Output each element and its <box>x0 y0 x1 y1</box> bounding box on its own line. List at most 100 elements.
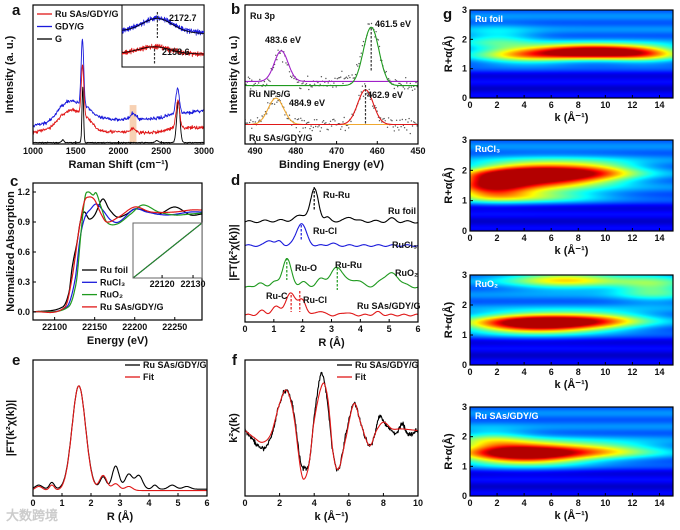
x-axis-label: R (Å) <box>318 336 345 349</box>
data-point <box>268 79 270 82</box>
data-point <box>348 75 350 77</box>
data-point <box>397 86 399 88</box>
data-point <box>364 83 366 85</box>
panel-label-c: c <box>10 173 18 190</box>
x-tick-label: 22120 <box>150 279 175 289</box>
data-point <box>305 83 308 85</box>
data-point <box>337 77 340 79</box>
data-point <box>411 125 414 127</box>
data-point <box>279 52 281 54</box>
bond-label: Ru-Cl <box>303 295 327 305</box>
data-point <box>286 117 288 120</box>
data-point <box>405 77 407 79</box>
x-tick-label: 2 <box>495 367 500 377</box>
data-point <box>245 122 247 124</box>
data-point <box>415 81 417 84</box>
data-point <box>252 121 254 123</box>
data-point <box>358 62 360 65</box>
data-point <box>345 76 348 78</box>
data-point <box>354 73 357 76</box>
data-point <box>362 40 365 43</box>
panel-label-f: f <box>232 352 238 369</box>
panel-g3 <box>469 274 674 366</box>
x-tick-label: 6 <box>415 324 420 334</box>
data-point <box>356 63 358 66</box>
x-tick-label: 1500 <box>66 146 86 156</box>
x-tick-label: 1000 <box>23 146 43 156</box>
peak-label: 483.6 eV <box>265 35 301 45</box>
data-point <box>269 80 271 83</box>
data-point <box>399 119 401 121</box>
x-tick-label: 22200 <box>122 322 147 332</box>
rucl-line <box>245 223 418 247</box>
ru-sas-gdy-g-fit-line <box>122 46 204 55</box>
data-point <box>310 125 312 127</box>
peak-label: 484.9 eV <box>289 98 325 108</box>
x-axis-label: Energy (eV) <box>87 335 148 347</box>
data-point <box>299 131 301 133</box>
data-point <box>254 82 256 85</box>
data-point <box>348 127 350 129</box>
data-point <box>245 83 247 86</box>
data-point <box>361 85 364 87</box>
y-tick-label: 2 <box>462 34 467 44</box>
data-point <box>321 121 324 123</box>
x-tick-label: 0 <box>467 100 472 110</box>
x-tick-label: 3 <box>117 498 122 508</box>
x-tick-label: 2 <box>300 324 305 334</box>
legend-label: Fit <box>355 372 366 382</box>
peak-label: 461.5 eV <box>375 19 411 29</box>
y-tick-label: 2 <box>462 432 467 442</box>
data-point <box>322 120 325 122</box>
x-tick-label: 10 <box>600 233 610 243</box>
data-point <box>332 86 334 88</box>
panel-label-a: a <box>12 2 21 19</box>
data-point <box>267 78 269 80</box>
data-point <box>392 126 394 128</box>
data-point <box>387 117 390 119</box>
y-axis-label: R+α(Å) <box>442 301 455 338</box>
x-tick-label: 0 <box>467 233 472 243</box>
y-axis-label: |FT(k²χ(k))| <box>228 224 240 280</box>
data-point <box>394 79 397 81</box>
data-point <box>310 86 312 88</box>
data-point <box>401 118 403 121</box>
bond-label: Ru-O <box>295 263 317 273</box>
x-tick-label: 22250 <box>162 322 187 332</box>
data-point <box>410 120 413 122</box>
data-point <box>319 83 321 86</box>
data-point <box>393 87 395 90</box>
x-tick-label: 2 <box>495 100 500 110</box>
data-point <box>414 88 416 90</box>
x-tick-label: 10 <box>600 100 610 110</box>
data-point <box>370 22 373 25</box>
data-point <box>285 62 287 64</box>
sample-label: RuO₂ <box>395 268 418 278</box>
axes-frame <box>469 9 674 99</box>
x-tick-label: 4 <box>522 498 527 508</box>
y-tick-label: 2 <box>462 300 467 310</box>
x-tick-label: 460 <box>370 146 385 156</box>
data-point <box>295 127 297 129</box>
data-point <box>320 76 323 78</box>
y-tick-label: 1.2 <box>17 187 30 197</box>
panel-f <box>244 359 419 497</box>
x-axis-label: k (Å⁻¹) <box>555 111 589 124</box>
data-point <box>312 126 315 129</box>
data-point <box>258 82 260 84</box>
data-point <box>411 89 414 92</box>
data-point <box>326 128 328 130</box>
y-tick-label: 0 <box>462 226 467 236</box>
legend-label: RuO₂ <box>100 290 123 300</box>
axes-frame <box>469 139 674 232</box>
data-point <box>327 82 329 84</box>
data-point <box>387 78 390 80</box>
data-point <box>403 127 406 129</box>
bond-label: Ru-Ru <box>323 190 350 200</box>
data-point <box>398 82 400 85</box>
panel-g2 <box>469 139 674 232</box>
data-point <box>299 87 301 89</box>
x-axis-label: R (Å) <box>107 510 134 523</box>
data-point <box>403 88 406 90</box>
x-tick-label: 10 <box>413 498 423 508</box>
